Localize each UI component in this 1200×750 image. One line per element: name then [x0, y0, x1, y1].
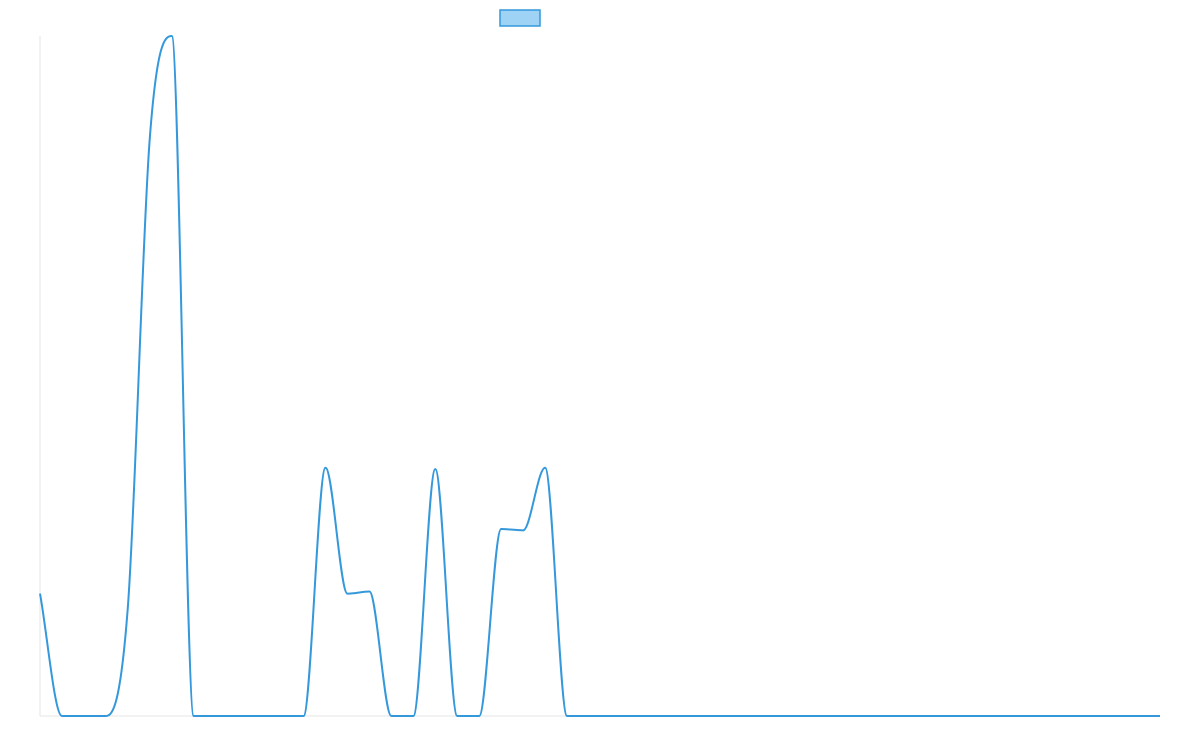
series-line-0 [39, 35, 1160, 717]
legend-swatch [499, 9, 541, 27]
